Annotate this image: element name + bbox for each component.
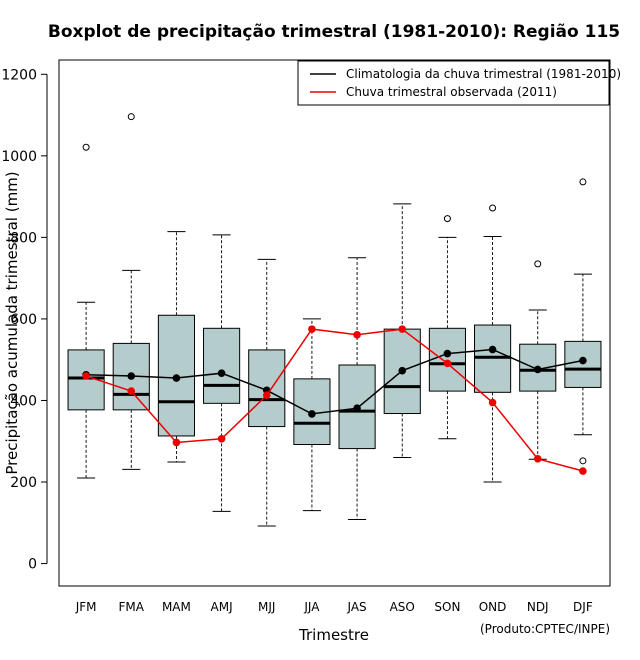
x-tick-label-ndj: NDJ	[527, 600, 549, 614]
y-tick-label: 200	[10, 475, 37, 491]
series-point-observed	[82, 372, 90, 380]
series-point-climatology	[488, 345, 497, 354]
x-tick-label-jfm: JFM	[75, 600, 97, 614]
legend: Climatologia da chuva trimestral (1981-2…	[297, 60, 621, 106]
series-point-observed	[353, 331, 361, 339]
series-point-observed	[172, 438, 181, 447]
x-tick-label-djf: DJF	[573, 600, 593, 614]
outlier-point	[443, 215, 451, 223]
y-tick-label: 400	[10, 393, 37, 409]
x-tick-label-jja: JJA	[303, 600, 320, 614]
outlier-point	[127, 113, 135, 121]
outlier-point	[534, 260, 542, 268]
y-tick-label: 1000	[1, 149, 37, 165]
box-fma	[112, 113, 150, 470]
box-iqr	[203, 327, 241, 404]
x-tick-label-mjj: MJJ	[258, 600, 275, 614]
outlier-point	[82, 143, 90, 151]
series-point-climatology	[127, 372, 136, 380]
legend-box	[297, 60, 610, 106]
x-tick-label-fma: FMA	[119, 600, 145, 614]
series-point-climatology	[398, 366, 407, 375]
box-ndj	[519, 260, 557, 460]
legend-label-observed: Chuva trimestral observada (2011)	[346, 85, 557, 99]
box-ond	[474, 204, 512, 483]
series-point-climatology	[217, 369, 226, 377]
outlier-point	[579, 178, 587, 186]
series-point-observed	[217, 435, 226, 443]
outlier-point	[579, 457, 587, 465]
series-point-climatology	[308, 410, 316, 418]
y-tick-label: 1200	[1, 67, 37, 83]
series-line-observed	[85, 328, 584, 472]
box-djf	[564, 178, 602, 465]
x-tick-label-jas: JAS	[347, 600, 367, 614]
box-jfm	[67, 143, 105, 479]
box-mjj	[248, 258, 286, 527]
x-tick-label-mam: MAM	[162, 600, 191, 614]
box-son	[428, 215, 466, 440]
legend-label-climatology: Climatologia da chuva trimestral (1981-2…	[346, 67, 621, 81]
series-point-observed	[262, 391, 271, 399]
series-point-climatology	[353, 404, 361, 413]
box-amj	[203, 234, 241, 512]
series-line-climatology	[86, 348, 584, 415]
y-axis-title: Precipitação acumulada trimestral (mm)	[3, 171, 21, 474]
box-jas	[338, 257, 376, 521]
series-point-observed	[398, 325, 407, 333]
series-point-observed	[127, 387, 136, 395]
x-axis-title: Trimestre	[298, 626, 369, 644]
x-tick-label-aso: ASO	[390, 600, 415, 614]
box-iqr	[564, 340, 602, 388]
series-point-climatology	[533, 365, 542, 374]
series-point-observed	[488, 398, 497, 407]
series-point-observed	[579, 467, 587, 475]
x-tick-label-son: SON	[434, 600, 460, 614]
series-point-observed	[443, 359, 452, 368]
x-tick-label-amj: AMJ	[211, 600, 233, 614]
series-point-climatology	[579, 356, 587, 365]
plot-frame	[58, 59, 611, 587]
series-point-climatology	[443, 349, 452, 358]
y-tick-label: 800	[10, 230, 37, 246]
series-point-climatology	[172, 374, 181, 382]
chart-title: Boxplot de precipitação trimestral (1981…	[48, 22, 620, 42]
y-tick-label: 0	[28, 557, 37, 573]
product-credit: (Produto:CPTEC/INPE)	[480, 622, 610, 636]
outlier-point	[489, 204, 497, 212]
box-iqr	[248, 349, 286, 428]
x-tick-label-ond: OND	[479, 600, 507, 614]
series-point-observed	[533, 454, 542, 463]
y-tick-label: 600	[10, 312, 37, 328]
series-point-observed	[308, 325, 316, 333]
